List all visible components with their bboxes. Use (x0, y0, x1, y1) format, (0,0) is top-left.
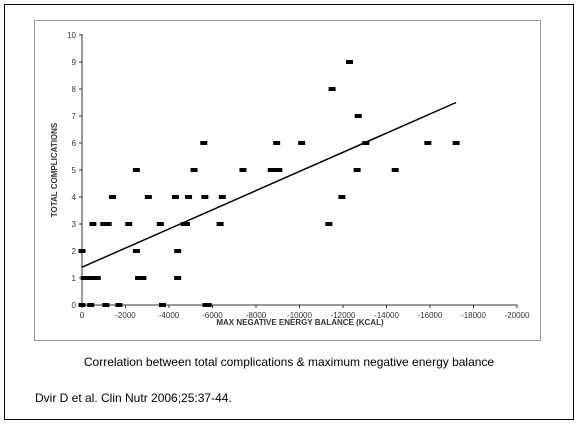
x-tick-label: -14000 (374, 311, 399, 320)
data-point (452, 141, 460, 145)
data-point (239, 168, 247, 172)
data-point (78, 249, 86, 253)
data-point (298, 141, 306, 145)
y-tick-label: 2 (72, 247, 77, 256)
data-point (354, 114, 362, 118)
y-tick-label: 1 (72, 274, 77, 283)
data-point (185, 195, 193, 199)
y-axis-label: TOTAL COMPLICATIONS (50, 122, 59, 217)
data-point (218, 195, 226, 199)
data-point (135, 276, 143, 280)
y-tick-label: 9 (72, 58, 77, 67)
data-point (125, 222, 133, 226)
data-point (174, 249, 182, 253)
data-point (89, 276, 97, 280)
data-point (78, 303, 86, 307)
data-point (204, 303, 212, 307)
y-tick-label: 3 (72, 220, 77, 229)
y-tick-label: 8 (72, 85, 77, 94)
trend-line (81, 101, 457, 268)
data-point (267, 168, 275, 172)
data-point (391, 168, 399, 172)
x-tick-label: -10000 (287, 311, 312, 320)
x-axis-label: MAX NEGATIVE ENERGY BALANCE (KCAL) (216, 318, 384, 327)
data-point (132, 168, 140, 172)
data-point (200, 141, 208, 145)
data-point (100, 222, 108, 226)
data-point (102, 303, 110, 307)
data-point (346, 60, 354, 64)
x-tick-label: -18000 (461, 311, 486, 320)
x-tick-label: -2000 (115, 311, 136, 320)
x-tick-label: -4000 (159, 311, 180, 320)
data-point (273, 141, 281, 145)
y-tick-label: 7 (72, 112, 77, 121)
data-point (80, 276, 88, 280)
data-point (338, 195, 346, 199)
y-tick-label: 5 (72, 166, 77, 175)
data-point (158, 303, 166, 307)
caption: Correlation between total complications … (84, 355, 495, 369)
data-point (174, 276, 182, 280)
data-point (216, 222, 224, 226)
data-point (182, 222, 190, 226)
data-point (108, 195, 116, 199)
x-tick-label: -8000 (246, 311, 267, 320)
data-point (87, 303, 95, 307)
data-point (139, 276, 147, 280)
data-point (144, 195, 152, 199)
data-point (93, 276, 101, 280)
data-point (190, 168, 198, 172)
data-point (172, 195, 180, 199)
data-point (328, 87, 336, 91)
data-point (201, 195, 209, 199)
y-tick-label: 6 (72, 139, 77, 148)
y-tick-label: 10 (67, 31, 76, 40)
x-tick-label: 0 (80, 311, 85, 320)
data-point (115, 303, 123, 307)
data-point (89, 222, 97, 226)
data-point (424, 141, 432, 145)
x-tick-label: -12000 (331, 311, 356, 320)
y-tick-label: 0 (72, 301, 77, 310)
source: Dvir D et al. Clin Nutr 2006;25:37-44. (35, 391, 232, 405)
x-tick-label: -20000 (505, 311, 530, 320)
y-tick-label: 4 (72, 193, 77, 202)
chart-frame (34, 20, 541, 341)
data-point (156, 222, 164, 226)
data-point (104, 222, 112, 226)
data-point (275, 168, 283, 172)
data-point (353, 168, 361, 172)
data-point (325, 222, 333, 226)
x-tick-label: -16000 (418, 311, 443, 320)
data-point (132, 249, 140, 253)
data-point (85, 276, 93, 280)
x-tick-label: -6000 (202, 311, 223, 320)
